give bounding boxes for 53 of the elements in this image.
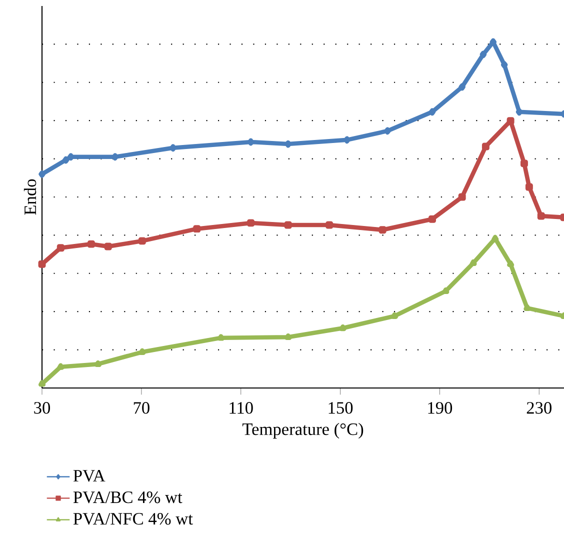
point [38,170,46,178]
point [516,108,523,116]
point [442,287,450,294]
point [138,348,146,355]
point [470,259,477,266]
point [428,215,436,223]
point [501,61,508,69]
point [56,244,64,252]
x-tick-label: 110 [230,402,253,414]
point [378,226,386,234]
point [217,334,224,341]
point [38,260,46,268]
point [62,156,70,164]
point [458,193,466,201]
point [326,221,334,229]
point [480,50,487,58]
x-tick-label: 70 [134,402,150,414]
legend-label: PVA/NFC 4% wt [73,512,193,525]
point [170,144,176,152]
legend-label: PVA/BC 4% wt [73,491,182,504]
point [428,108,436,116]
point [193,225,201,233]
point [506,117,514,125]
point [339,324,346,332]
point [247,138,254,146]
point [344,136,350,144]
point [68,153,74,161]
x-tick-label: 30 [34,402,50,414]
y-axis-title: Endo [24,179,36,215]
point [458,83,466,91]
point [520,160,528,168]
point [537,212,545,220]
x-tick-label: 190 [428,402,452,414]
point [247,219,255,227]
point [384,127,391,135]
point [104,242,112,250]
point [138,237,146,245]
point [524,304,531,311]
point [94,360,102,368]
point [38,380,46,387]
point [87,240,95,248]
point [284,333,292,340]
point [112,153,118,161]
point [284,140,292,148]
point [57,363,64,370]
x-tick-label: 150 [328,402,353,414]
point [284,221,292,229]
x-axis-title: Temperature (°C) [242,422,364,439]
point [482,142,490,150]
legend-label: PVA [73,470,106,482]
point [507,260,514,268]
point [525,183,533,191]
x-tick-label: 230 [526,402,552,414]
